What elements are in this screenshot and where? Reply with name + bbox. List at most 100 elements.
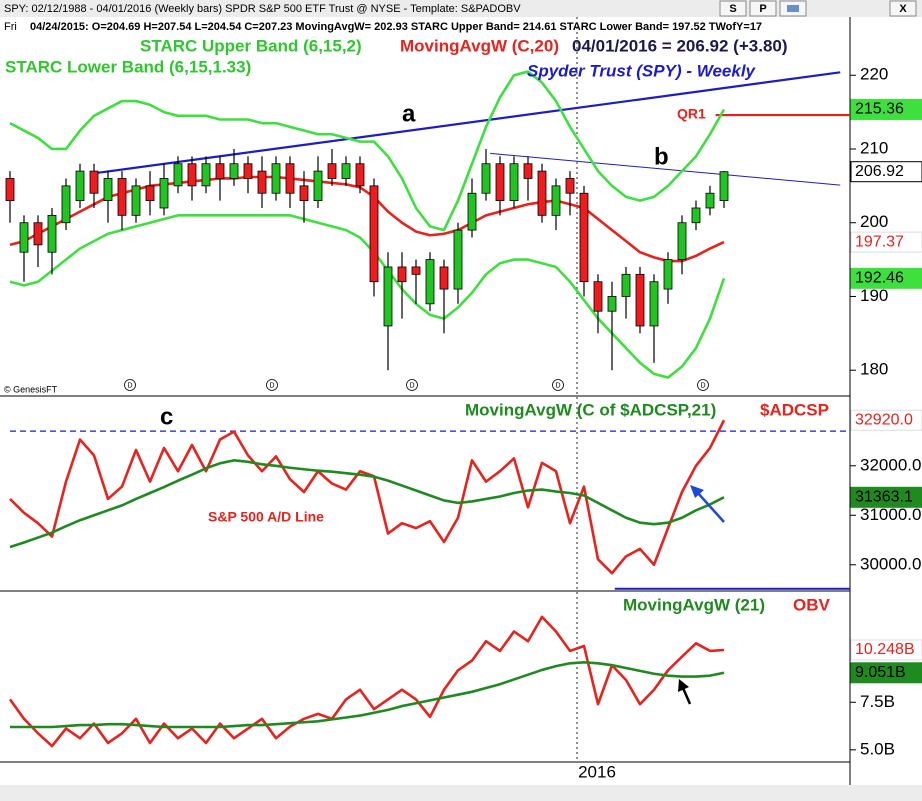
candle-body xyxy=(621,273,631,297)
panel xyxy=(5,70,850,379)
value-tag-label: 31363.1 xyxy=(855,489,913,506)
button-icon[interactable] xyxy=(787,5,799,12)
button[interactable]: X xyxy=(889,0,917,17)
event-label: D xyxy=(555,382,560,389)
event-label: D xyxy=(269,382,274,389)
scroll-strip xyxy=(0,785,922,801)
candle-body xyxy=(103,178,113,202)
y-tick-label: 32000.0 xyxy=(860,455,921,474)
value-tag xyxy=(850,98,922,120)
candle-body xyxy=(33,222,43,246)
event-label: D xyxy=(409,382,414,389)
candle-body xyxy=(19,222,29,253)
legend-entry: MovingAvgW (21) xyxy=(623,595,765,614)
candle-body xyxy=(649,281,659,327)
candle-body xyxy=(159,178,169,209)
button-frame[interactable] xyxy=(749,0,777,17)
candle-body xyxy=(131,185,141,216)
series-line xyxy=(9,70,726,232)
candle-body xyxy=(187,163,197,187)
candle-body xyxy=(565,178,575,194)
plot: 2016 180 190 200 210 220 215.36 192.46 197.37 206… xyxy=(0,17,922,785)
candle-body xyxy=(257,170,267,194)
panel xyxy=(9,419,850,590)
candle-body xyxy=(677,222,687,260)
series-line xyxy=(9,214,726,379)
candle-body xyxy=(173,163,183,187)
value-tag-label: 9.051B xyxy=(855,664,906,681)
series-line xyxy=(9,419,726,575)
candle-body xyxy=(243,163,253,179)
annotation: b xyxy=(654,143,669,170)
candle-body xyxy=(75,170,85,202)
button-label[interactable]: S xyxy=(729,3,736,15)
button[interactable]: P xyxy=(749,0,777,17)
arrow xyxy=(696,491,725,523)
candle-body xyxy=(453,229,463,290)
candle-body xyxy=(439,266,449,290)
value-tag-label: 32920.0 xyxy=(855,411,913,428)
candle-body xyxy=(313,170,323,202)
series-line xyxy=(9,459,725,549)
value-tag xyxy=(850,267,922,289)
trend-line xyxy=(93,71,841,175)
value-tag xyxy=(850,662,922,684)
series-line xyxy=(8,615,725,748)
value-tag-label: 215.36 xyxy=(855,101,904,118)
legend-entry: OBV xyxy=(793,595,831,614)
event-marker xyxy=(552,379,564,391)
arrow-head xyxy=(678,679,689,692)
y-tick-label: 31000.0 xyxy=(860,505,921,524)
candle-body xyxy=(341,163,351,179)
event-label: D xyxy=(700,382,705,389)
y-tick-label: 200 xyxy=(860,212,888,231)
value-tag xyxy=(850,639,922,661)
candle-body xyxy=(383,266,393,327)
event-marker xyxy=(124,379,136,391)
button-frame[interactable] xyxy=(889,0,917,17)
value-tag xyxy=(850,486,922,508)
legend-entry: STARC Lower Band (6,15,1.33) xyxy=(5,57,251,76)
candle-body xyxy=(593,281,603,312)
value-tag xyxy=(850,161,922,183)
candle-body xyxy=(537,170,547,216)
annotation: a xyxy=(402,100,416,127)
legend-entry: MovingAvgW (C,20) xyxy=(400,36,559,55)
button-frame[interactable] xyxy=(719,0,747,17)
bar-info: 04/24/2015: O=204.69 H=207.54 L=204.54 C… xyxy=(30,21,762,33)
y-tick-label: 5.0B xyxy=(860,739,895,758)
candle-body xyxy=(691,207,701,224)
legend-entry: $ADCSP xyxy=(760,400,829,419)
candle-body xyxy=(327,163,337,179)
event-marker xyxy=(266,379,278,391)
value-tag xyxy=(850,409,922,431)
legend-entry: MovingAvgW (C of $ADCSP,21) xyxy=(465,400,716,419)
candle-body xyxy=(411,266,421,275)
candle-body xyxy=(481,163,491,194)
y-tick-label: 220 xyxy=(860,65,888,84)
legend-entry: STARC Upper Band (6,15,2) xyxy=(140,36,362,55)
candle-body xyxy=(551,185,561,216)
button[interactable] xyxy=(779,0,807,17)
button-label[interactable]: X xyxy=(899,3,907,15)
candle-body xyxy=(467,192,477,231)
candle-body xyxy=(117,178,127,216)
candle-body xyxy=(145,185,155,202)
series-line xyxy=(9,175,725,263)
day: Fri xyxy=(4,21,17,33)
candle-body xyxy=(229,163,239,179)
button-label[interactable]: P xyxy=(759,3,766,15)
candle-body xyxy=(285,163,295,194)
candle-body xyxy=(635,273,645,327)
candle-body xyxy=(89,170,99,194)
button[interactable]: S xyxy=(719,0,747,17)
value-tag-label: 10.248B xyxy=(855,641,915,658)
chart-title: Spyder Trust (SPY) - Weekly xyxy=(527,61,757,80)
symbol-line: SPY: 02/12/1988 - 04/01/2016 (Weekly bar… xyxy=(4,3,521,15)
candle-body xyxy=(425,259,435,305)
event-marker xyxy=(406,379,418,391)
annotation: QR1 xyxy=(677,106,706,122)
candle-body xyxy=(299,185,309,202)
